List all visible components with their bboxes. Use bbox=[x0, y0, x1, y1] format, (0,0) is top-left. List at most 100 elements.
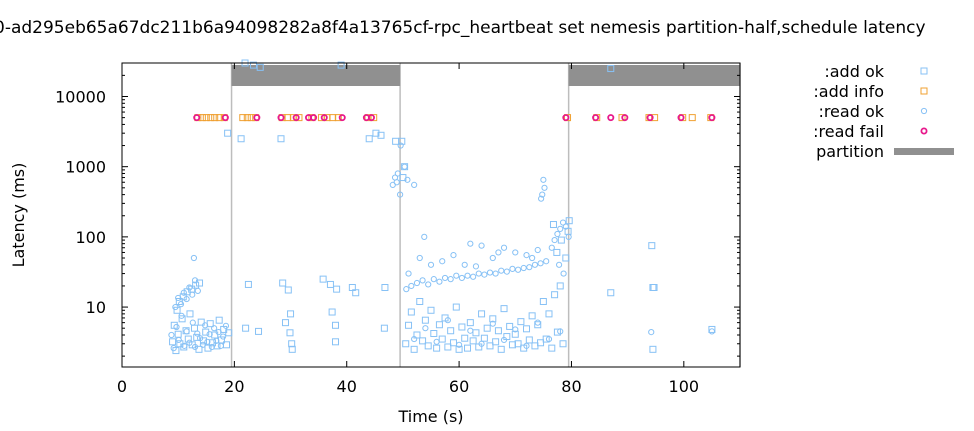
add-ok-point bbox=[377, 131, 385, 139]
read-ok-point bbox=[523, 342, 530, 349]
add-ok-point bbox=[331, 321, 339, 329]
read-ok-point bbox=[206, 331, 213, 338]
read-ok-point bbox=[190, 254, 198, 262]
read-ok-point bbox=[555, 261, 563, 268]
add-ok-point bbox=[435, 321, 443, 329]
read-ok-point bbox=[215, 328, 222, 336]
read-ok-point bbox=[394, 170, 401, 177]
read-ok-point bbox=[403, 286, 410, 293]
read-ok-point bbox=[486, 269, 494, 276]
read-ok-point bbox=[168, 331, 175, 339]
add-ok-point bbox=[244, 280, 252, 288]
read-ok-point bbox=[194, 330, 201, 337]
add-ok-point bbox=[407, 308, 415, 316]
add-ok-point bbox=[430, 330, 438, 338]
add-ok-point bbox=[517, 318, 525, 326]
add-ok-point bbox=[328, 308, 336, 316]
add-ok-point bbox=[565, 217, 573, 225]
add-ok-point bbox=[204, 344, 212, 352]
add-ok-point bbox=[215, 316, 223, 324]
add-ok-point bbox=[352, 289, 360, 297]
read-fail-point bbox=[221, 114, 229, 122]
add-ok-point bbox=[464, 344, 472, 352]
read-fail-point bbox=[607, 114, 615, 122]
add-info-point bbox=[295, 114, 303, 122]
read-ok-point bbox=[509, 265, 516, 272]
read-ok-point bbox=[419, 277, 426, 284]
add-ok-point bbox=[337, 61, 345, 69]
read-ok-point bbox=[175, 294, 182, 302]
read-ok-point bbox=[458, 274, 465, 282]
add-ok-point bbox=[523, 325, 531, 333]
y-tick-label: 100 bbox=[75, 228, 106, 247]
read-ok-point bbox=[529, 254, 536, 262]
x-tick-label: 60 bbox=[449, 377, 469, 396]
add-ok-point bbox=[197, 318, 205, 326]
x-axis-label: Time (s) bbox=[397, 407, 463, 426]
add-ok-point bbox=[249, 61, 257, 69]
read-ok-point bbox=[560, 270, 567, 277]
add-ok-point bbox=[483, 324, 491, 332]
partition-bar bbox=[568, 65, 740, 86]
add-ok-point bbox=[478, 310, 486, 318]
read-ok-point bbox=[397, 191, 404, 198]
read-ok-point bbox=[520, 264, 527, 272]
add-ok-point bbox=[433, 344, 441, 352]
read-ok-point bbox=[495, 249, 502, 256]
legend-partition-marker bbox=[894, 148, 954, 155]
add-ok-point bbox=[562, 254, 570, 262]
read-ok-point bbox=[217, 342, 224, 349]
partition-bar bbox=[231, 65, 401, 86]
add-ok-point bbox=[549, 221, 557, 229]
read-ok-point bbox=[478, 340, 485, 347]
read-ok-point bbox=[421, 233, 428, 240]
read-ok-point bbox=[181, 342, 188, 349]
read-ok-point bbox=[413, 279, 421, 287]
add-ok-point bbox=[489, 315, 497, 323]
x-tick-label: 80 bbox=[561, 377, 581, 396]
read-ok-point bbox=[220, 333, 227, 340]
y-tick-label: 10 bbox=[86, 298, 106, 317]
add-ok-point bbox=[242, 324, 250, 332]
add-ok-point bbox=[237, 135, 245, 143]
read-fail-point bbox=[320, 114, 328, 122]
read-fail-point bbox=[677, 114, 685, 122]
y-axis-label: Latency (ms) bbox=[9, 163, 28, 268]
read-fail-point bbox=[310, 114, 318, 122]
add-ok-point bbox=[461, 334, 469, 342]
add-ok-point bbox=[449, 339, 457, 347]
add-ok-point bbox=[286, 329, 294, 337]
axis-ticks: 0 20 40 60 80 100 10 100 1000 10000 bbox=[55, 62, 740, 396]
add-ok-point bbox=[480, 334, 488, 342]
add-ok-point bbox=[539, 298, 547, 306]
read-ok-point bbox=[222, 322, 230, 329]
add-ok-point bbox=[486, 342, 494, 350]
read-ok-point bbox=[551, 236, 558, 244]
read-fail-point bbox=[646, 114, 654, 122]
read-ok-point bbox=[416, 254, 423, 262]
legend-read-ok-label: :read ok bbox=[818, 102, 884, 121]
read-ok-point bbox=[191, 343, 199, 351]
add-ok-point bbox=[178, 315, 186, 323]
add-ok-point bbox=[531, 342, 539, 350]
read-ok-point bbox=[186, 284, 193, 291]
read-ok-point bbox=[453, 272, 460, 279]
add-ok-point bbox=[511, 330, 519, 338]
add-ok-point bbox=[372, 129, 380, 137]
read-fail-point bbox=[193, 114, 201, 122]
add-info-point bbox=[239, 114, 247, 122]
add-info-point bbox=[207, 114, 215, 122]
add-ok-point bbox=[224, 129, 232, 137]
read-ok-point bbox=[489, 254, 496, 262]
add-ok-point bbox=[193, 333, 201, 341]
add-ok-point bbox=[405, 321, 413, 329]
read-ok-point bbox=[447, 276, 454, 283]
add-ok-point bbox=[319, 275, 327, 283]
legend-add-ok-marker bbox=[920, 67, 928, 75]
add-ok-point bbox=[557, 236, 565, 244]
read-fail-point bbox=[708, 114, 716, 122]
read-fail-point bbox=[253, 114, 261, 122]
add-ok-point bbox=[508, 341, 516, 349]
add-ok-point bbox=[287, 310, 295, 318]
add-ok-point bbox=[469, 337, 477, 345]
